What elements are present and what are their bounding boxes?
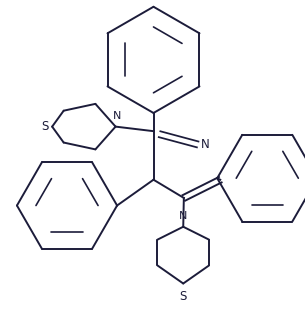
Text: N: N (113, 111, 121, 121)
Text: N: N (179, 211, 188, 221)
Text: S: S (180, 290, 187, 303)
Text: S: S (41, 120, 48, 133)
Text: N: N (201, 138, 210, 151)
